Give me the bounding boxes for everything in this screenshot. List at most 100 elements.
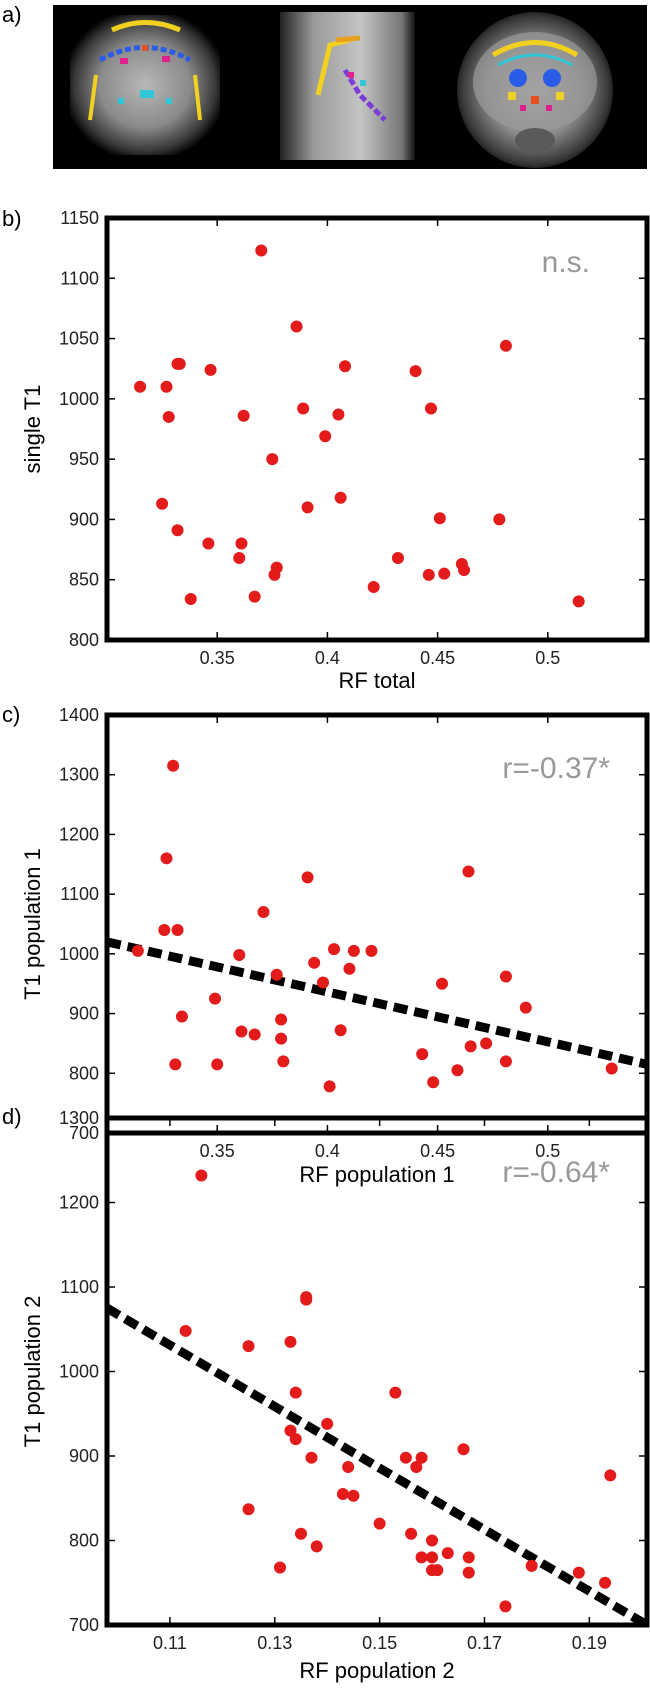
y-axis-label: T1 population 2 [20, 1296, 45, 1448]
stat-annotation: r=-0.64* [502, 1156, 610, 1189]
data-point [438, 567, 451, 580]
data-point [426, 1534, 439, 1547]
data-point [519, 1001, 532, 1014]
data-point [462, 865, 475, 878]
data-point [233, 552, 246, 565]
x-tick-label: 0.13 [257, 1633, 292, 1653]
data-point [323, 1080, 336, 1093]
y-tick-label: 1000 [59, 944, 99, 964]
y-tick-label: 1050 [59, 329, 99, 349]
data-point [436, 977, 449, 990]
x-tick-label: 0.19 [572, 1633, 607, 1653]
data-point [347, 1489, 360, 1502]
coronal-slice-image [70, 15, 220, 155]
data-point [343, 962, 356, 975]
panel-label-c: c) [2, 702, 20, 727]
stat-annotation: n.s. [542, 246, 590, 279]
data-point [257, 906, 270, 919]
y-axis-label: single T1 [20, 385, 45, 474]
data-point [301, 501, 314, 514]
data-point [480, 1037, 493, 1050]
data-point [275, 1013, 288, 1026]
data-point [162, 410, 175, 423]
y-tick-label: 900 [69, 1446, 99, 1466]
data-point [301, 871, 314, 884]
data-point [572, 595, 585, 608]
plot-frame [104, 215, 650, 643]
y-tick-label: 1100 [60, 884, 99, 904]
data-point [426, 1551, 439, 1564]
plot-frame [104, 712, 650, 1136]
data-point [317, 976, 329, 989]
y-tick-label: 1400 [59, 705, 99, 725]
y-tick-label: 850 [69, 570, 99, 590]
data-point [270, 968, 283, 981]
data-point [373, 1517, 386, 1530]
data-point [389, 1386, 402, 1399]
data-point [321, 1417, 334, 1430]
data-point [342, 1460, 355, 1473]
plot-frame [104, 1115, 650, 1628]
data-point [451, 1064, 464, 1077]
data-point [294, 1527, 307, 1540]
x-tick-label: 0.4 [315, 648, 340, 668]
data-point [184, 593, 197, 606]
y-tick-label: 1100 [60, 268, 99, 288]
scatter-chart-d: 700 800 900 1000 1100 1200 1300 0.11 0.13 0.15 0.1… [20, 1108, 650, 1683]
data-point [284, 1335, 297, 1348]
data-point [179, 1324, 192, 1337]
data-point [525, 1559, 538, 1572]
data-point [209, 992, 221, 1005]
data-point [605, 1062, 618, 1075]
data-point [410, 1460, 423, 1473]
data-point [195, 1169, 208, 1182]
data-point [167, 759, 180, 772]
y-tick-label: 800 [69, 1531, 99, 1551]
data-point [297, 402, 310, 415]
y-tick-label: 1200 [59, 1193, 99, 1213]
data-point [131, 944, 144, 957]
y-tick-label: 1100 [60, 1277, 99, 1297]
data-point [310, 1540, 323, 1553]
data-point [441, 1547, 454, 1560]
y-tick-label: 1200 [59, 824, 99, 844]
data-point [347, 944, 360, 957]
data-point [458, 564, 471, 577]
data-point [277, 1055, 290, 1068]
data-point [248, 590, 261, 603]
data-point [202, 537, 215, 550]
data-point [336, 1488, 349, 1501]
data-point [248, 1028, 261, 1041]
data-point [365, 944, 378, 957]
data-point [255, 244, 268, 257]
y-tick-label: 700 [69, 1123, 99, 1143]
data-point [332, 408, 345, 421]
data-point [211, 1058, 224, 1071]
data-point [415, 1451, 428, 1464]
x-tick-label: 0.15 [362, 1633, 397, 1653]
data-point [604, 1469, 617, 1482]
data-point [462, 1551, 475, 1564]
data-point [499, 339, 512, 352]
data-point [422, 568, 435, 581]
data-point [415, 1551, 428, 1564]
x-tick-label: 0.11 [153, 1633, 187, 1653]
data-point [308, 956, 321, 969]
x-tick-label: 0.45 [420, 1141, 455, 1161]
data-point [319, 430, 332, 443]
data-point [171, 923, 184, 936]
data-point [160, 380, 173, 393]
data-point [457, 1443, 470, 1456]
data-point [242, 1503, 255, 1516]
data-point [289, 1433, 302, 1446]
y-axis-label: T1 population 1 [20, 848, 45, 1000]
data-point [134, 380, 147, 393]
data-point [233, 949, 246, 962]
data-point [160, 852, 173, 865]
data-point [328, 943, 341, 956]
y-tick-label: 900 [69, 1004, 99, 1024]
y-tick-label: 1300 [59, 765, 99, 785]
data-point [367, 580, 380, 593]
data-point [499, 970, 512, 983]
data-point [399, 1451, 412, 1464]
